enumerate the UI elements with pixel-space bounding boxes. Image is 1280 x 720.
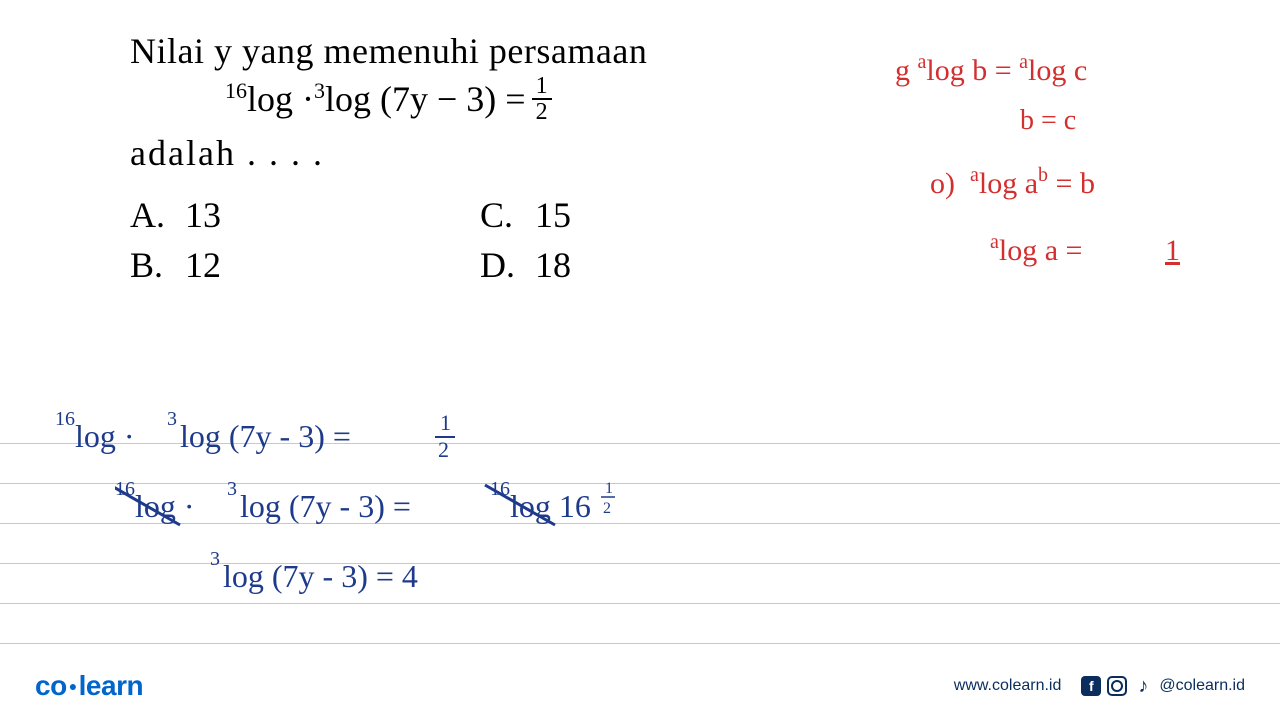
red-note-rule3: alog a = 1 [990, 225, 1250, 283]
svg-text:log (7y - 3) =: log (7y - 3) = [240, 488, 411, 524]
tiktok-icon: ♪ [1133, 676, 1153, 696]
red-note-rule1: g alog b = alog c [895, 45, 1245, 103]
eq-log-text-1: log · [247, 78, 314, 120]
option-a-letter: A. [130, 194, 185, 236]
logo-dot-icon: ● [69, 678, 77, 694]
eq-superscript-16: 16 [225, 78, 247, 104]
svg-text:16: 16 [55, 408, 75, 430]
svg-text:3: 3 [227, 478, 237, 500]
website-url: www.colearn.id [954, 677, 1062, 695]
red-note-rule2: o) alog ab = b [930, 155, 1250, 218]
option-d-value: 18 [535, 244, 571, 286]
blue-svg-2: 16 log · 3 log (7y - 3) = 16 log 16 1 2 [115, 475, 675, 540]
eq-fraction: 1 2 [532, 74, 552, 124]
svg-text:log (7y - 3) = 4: log (7y - 3) = 4 [223, 558, 418, 594]
problem-question-line1: Nilai y yang memenuhi persamaan [130, 30, 890, 72]
svg-text:3: 3 [210, 548, 220, 570]
svg-text:2: 2 [603, 500, 611, 517]
blue-svg-3: 3 log (7y - 3) = 4 [210, 545, 630, 605]
problem-area: Nilai y yang memenuhi persamaan 16 log ·… [130, 30, 890, 286]
footer-right: www.colearn.id f ♪ @colearn.id [954, 676, 1245, 696]
logo-learn: learn [79, 670, 143, 701]
blue-svg-1: 16 log · 3 log (7y - 3) = 1 2 [55, 405, 555, 465]
red-note-rule1b: b = c [1020, 105, 1076, 137]
logo: co●learn [35, 670, 143, 702]
blue-work-line2: 16 log · 3 log (7y - 3) = 16 log 16 1 2 [115, 475, 675, 548]
fraction-numerator: 1 [532, 74, 552, 100]
svg-text:1: 1 [605, 480, 613, 497]
red-svg-3: alog a = 1 [990, 225, 1250, 275]
eq-superscript-3: 3 [314, 78, 325, 104]
option-d: D. 18 [480, 244, 740, 286]
svg-text:1: 1 [1165, 234, 1180, 267]
notebook-line [0, 603, 1280, 604]
blue-work-line1: 16 log · 3 log (7y - 3) = 1 2 [55, 405, 555, 473]
problem-equation: 16 log · 3 log (7y − 3) = 1 2 [225, 74, 890, 124]
red-svg-1: g alog b = alog c [895, 45, 1245, 95]
answer-options: A. 13 C. 15 B. 12 D. 18 [130, 194, 890, 286]
option-a: A. 13 [130, 194, 440, 236]
svg-text:alog a =: alog a = [990, 231, 1082, 267]
social-handles: f ♪ @colearn.id [1081, 676, 1245, 696]
svg-text:2: 2 [438, 437, 449, 462]
social-handle-text: @colearn.id [1159, 677, 1245, 695]
logo-co: co [35, 670, 67, 701]
option-b-value: 12 [185, 244, 221, 286]
eq-log-text-2: log (7y − 3) = [325, 78, 526, 120]
option-b-letter: B. [130, 244, 185, 286]
svg-text:g alog b = alog c: g alog b = alog c [895, 51, 1087, 87]
svg-text:log ·: log · [75, 418, 135, 454]
option-a-value: 13 [185, 194, 221, 236]
option-c: C. 15 [480, 194, 740, 236]
notebook-line [0, 563, 1280, 564]
fraction-denominator: 2 [532, 100, 552, 124]
footer: co●learn www.colearn.id f ♪ @colearn.id [0, 670, 1280, 702]
svg-text:log (7y - 3) =: log (7y - 3) = [180, 418, 351, 454]
instagram-icon [1107, 676, 1127, 696]
svg-text:o) alog ab = b: o) alog ab = b [930, 164, 1095, 200]
option-b: B. 12 [130, 244, 440, 286]
option-c-letter: C. [480, 194, 535, 236]
svg-text:1: 1 [440, 410, 451, 435]
facebook-icon: f [1081, 676, 1101, 696]
notebook-line [0, 643, 1280, 644]
option-c-value: 15 [535, 194, 571, 236]
blue-work-line3: 3 log (7y - 3) = 4 [210, 545, 630, 613]
red-svg-2: o) alog ab = b [930, 155, 1250, 210]
svg-text:3: 3 [167, 408, 177, 430]
option-d-letter: D. [480, 244, 535, 286]
problem-question-line3: adalah . . . . [130, 132, 890, 174]
